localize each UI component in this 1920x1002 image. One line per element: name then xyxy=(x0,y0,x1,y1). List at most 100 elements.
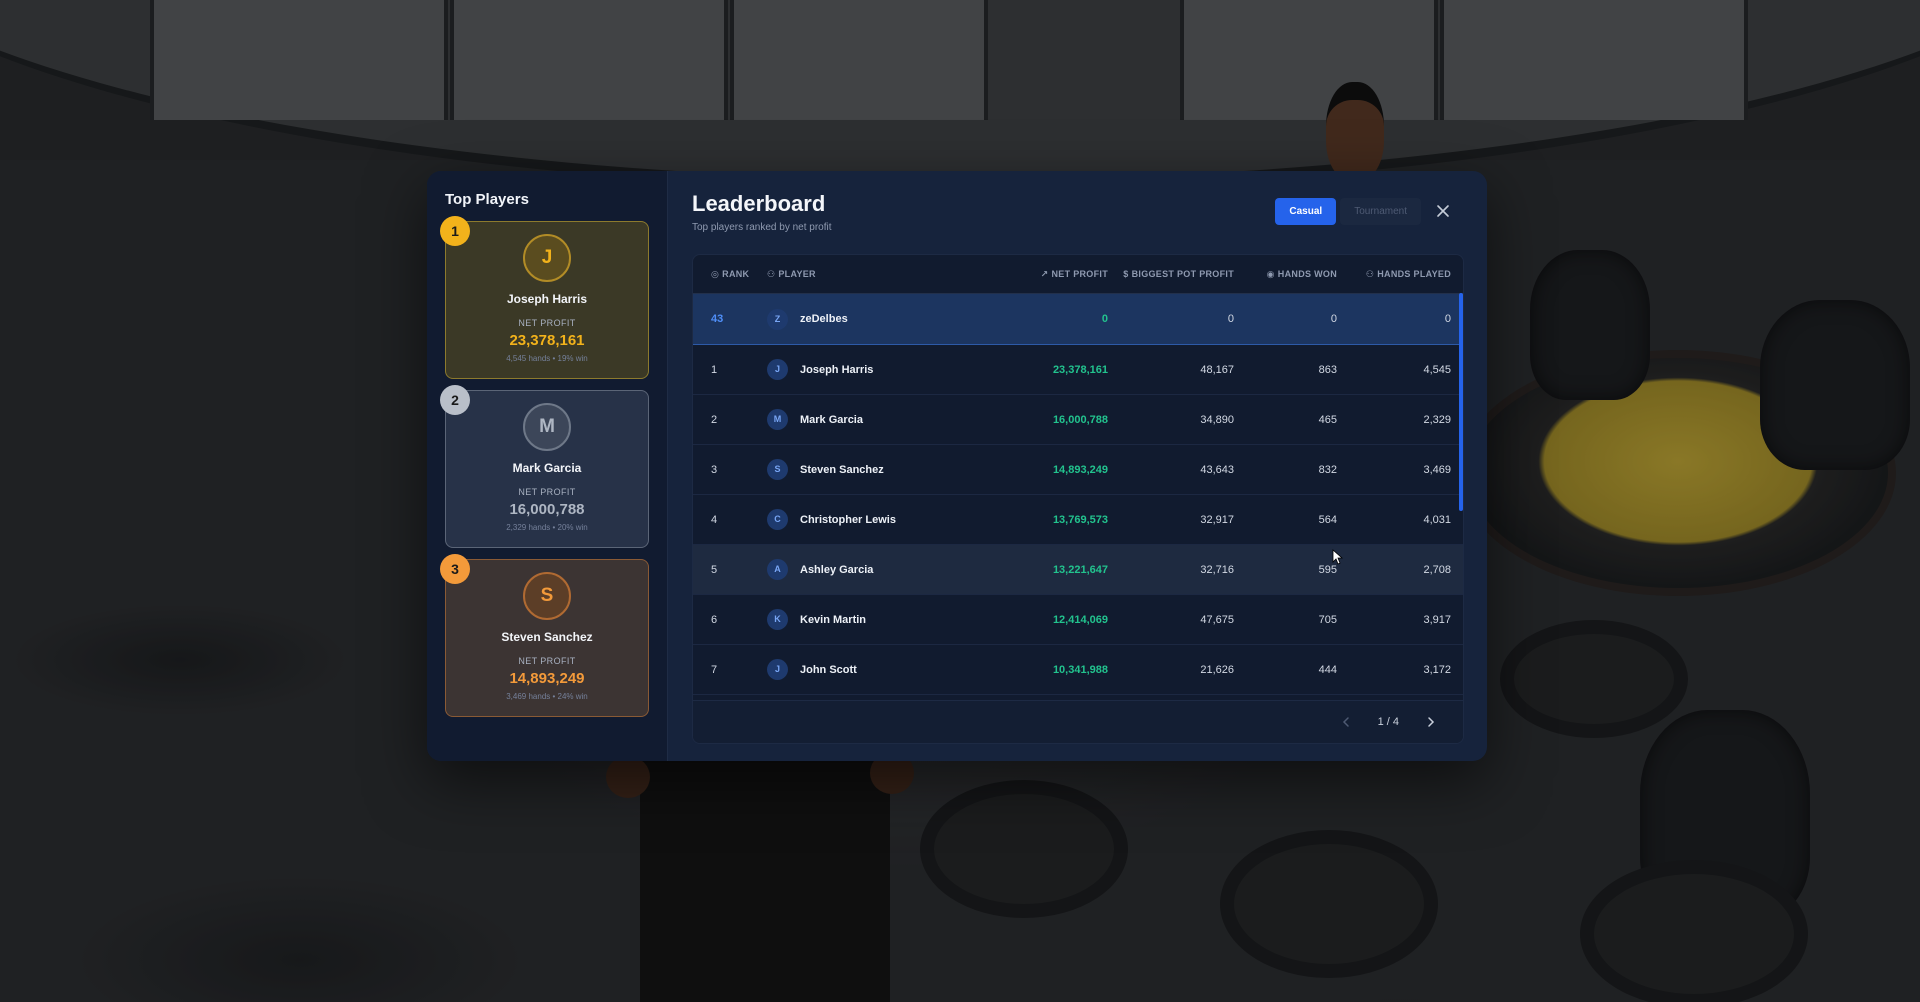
column-header-player[interactable]: ⚇ PLAYER xyxy=(767,268,816,279)
pagination: 1 / 4 xyxy=(693,700,1463,743)
wall-panel xyxy=(730,0,988,120)
rank-badge: 3 xyxy=(440,554,470,584)
stat-label: NET PROFIT xyxy=(518,487,576,497)
current-user-row[interactable]: 43 Z zeDelbes 0 0 0 0 xyxy=(693,294,1463,345)
table-row[interactable]: 5 A Ashley Garcia 13,221,647 32,716 595 2… xyxy=(693,545,1463,595)
sidebar-title: Top Players xyxy=(445,191,529,208)
table-scrollbar[interactable] xyxy=(1459,293,1463,511)
biggest-pot-cell: 47,675 xyxy=(1200,613,1234,626)
avatar: S xyxy=(523,572,571,620)
close-icon[interactable] xyxy=(1433,201,1453,221)
column-header-net-profit[interactable]: ↗ NET PROFIT xyxy=(1040,268,1108,279)
dollar-icon: $ xyxy=(1123,269,1129,279)
users-icon: ⚇ xyxy=(1365,268,1375,279)
chair xyxy=(1530,250,1650,400)
table-row[interactable]: 7 J John Scott 10,341,988 21,626 444 3,17… xyxy=(693,645,1463,695)
wall-panel xyxy=(1440,0,1748,120)
column-header-rank[interactable]: ◎ RANK xyxy=(711,268,750,279)
rank-cell: 6 xyxy=(711,613,718,626)
player-name: John Scott xyxy=(800,663,857,676)
net-profit-cell: 0 xyxy=(1101,313,1108,325)
chevron-right-icon[interactable] xyxy=(1425,716,1437,728)
rank-cell: 43 xyxy=(711,313,724,325)
column-header-biggest-pot[interactable]: $ BIGGEST POT PROFIT xyxy=(1123,269,1234,279)
rank-cell: 4 xyxy=(711,513,718,526)
player-cell: S Steven Sanchez xyxy=(767,459,987,480)
avatar: S xyxy=(767,459,788,480)
table-row[interactable]: 6 K Kevin Martin 12,414,069 47,675 705 3,… xyxy=(693,595,1463,645)
column-header-hands-won[interactable]: ◉ HANDS WON xyxy=(1266,268,1337,279)
hands-won-cell: 705 xyxy=(1318,613,1337,626)
leaderboard-main: Leaderboard Top players ranked by net pr… xyxy=(668,171,1487,761)
top-player-card-1[interactable]: 1 J Joseph Harris NET PROFIT 23,378,161 … xyxy=(440,216,649,379)
player-character-hand xyxy=(606,756,650,798)
net-profit-value: 23,378,161 xyxy=(509,332,585,349)
net-profit-cell: 23,378,161 xyxy=(1052,363,1108,376)
page-indicator: 1 / 4 xyxy=(1377,716,1399,728)
table-row[interactable]: 2 M Mark Garcia 16,000,788 34,890 465 2,3… xyxy=(693,395,1463,445)
player-name: Joseph Harris xyxy=(506,292,588,306)
avatar: C xyxy=(767,509,788,530)
player-name: zeDelbes xyxy=(800,313,848,325)
net-profit-cell: 16,000,788 xyxy=(1052,413,1108,426)
avatar: M xyxy=(767,409,788,430)
net-profit-value: 14,893,249 xyxy=(509,670,585,687)
hands-played-cell: 3,917 xyxy=(1423,613,1451,626)
page-subtitle: Top players ranked by net profit xyxy=(692,222,832,233)
biggest-pot-cell: 48,167 xyxy=(1200,363,1234,376)
player-name: Mark Garcia xyxy=(512,461,582,475)
hands-played-cell: 4,545 xyxy=(1423,363,1451,376)
page-title: Leaderboard xyxy=(692,191,826,216)
leaderboard-table: ◎ RANK ⚇ PLAYER ↗ NET PROFIT $ BIGGEST POT P… xyxy=(692,254,1464,744)
hands-won-cell: 863 xyxy=(1318,363,1337,376)
stat-label: NET PROFIT xyxy=(518,318,576,328)
player-stats-summary: 3,469 hands • 24% win xyxy=(506,692,588,701)
top-player-card-2[interactable]: 2 M Mark Garcia NET PROFIT 16,000,788 2,… xyxy=(440,385,649,548)
player-name: Kevin Martin xyxy=(800,613,867,626)
table-row[interactable]: 3 S Steven Sanchez 14,893,249 43,643 832 … xyxy=(693,445,1463,495)
chevron-left-icon[interactable] xyxy=(1340,716,1352,728)
rank-badge: 1 xyxy=(440,216,470,246)
avatar: J xyxy=(767,659,788,680)
hands-won-cell: 832 xyxy=(1318,463,1337,476)
wall-panel xyxy=(1180,0,1438,120)
hands-played-cell: 3,172 xyxy=(1423,663,1451,676)
player-cell: A Ashley Garcia xyxy=(767,559,987,580)
player-cell: J John Scott xyxy=(767,659,987,680)
avatar: M xyxy=(523,403,571,451)
hands-played-cell: 3,469 xyxy=(1423,463,1451,476)
player-cell: C Christopher Lewis xyxy=(767,509,987,530)
rank-cell: 3 xyxy=(711,463,718,476)
rank-cell: 5 xyxy=(711,563,718,576)
player-character-head xyxy=(1326,82,1384,180)
stool xyxy=(1500,620,1688,738)
player-name: Joseph Harris xyxy=(800,363,874,376)
hands-won-cell: 444 xyxy=(1318,663,1337,676)
player-name: Ashley Garcia xyxy=(800,563,874,576)
biggest-pot-cell: 43,643 xyxy=(1200,463,1234,476)
top-players-sidebar: Top Players 1 J Joseph Harris NET PROFIT… xyxy=(427,171,668,761)
net-profit-cell: 10,341,988 xyxy=(1052,663,1108,676)
rank-cell: 7 xyxy=(711,663,718,676)
top-player-card-3[interactable]: 3 S Steven Sanchez NET PROFIT 14,893,249… xyxy=(440,554,649,717)
hands-played-cell: 2,708 xyxy=(1423,563,1451,576)
avatar: J xyxy=(767,359,788,380)
wall-panel xyxy=(450,0,728,120)
hands-won-cell: 0 xyxy=(1330,313,1337,325)
target-icon: ◎ xyxy=(711,268,720,279)
table-row[interactable]: 1 J Joseph Harris 23,378,161 48,167 863 4… xyxy=(693,345,1463,395)
player-name: Mark Garcia xyxy=(800,413,863,426)
table-row[interactable]: 4 C Christopher Lewis 13,769,573 32,917 5… xyxy=(693,495,1463,545)
hands-won-cell: 564 xyxy=(1318,513,1337,526)
player-cell: M Mark Garcia xyxy=(767,409,987,430)
tab-casual[interactable]: Casual xyxy=(1275,198,1337,225)
player-cell: J Joseph Harris xyxy=(767,359,987,380)
player-name: Christopher Lewis xyxy=(800,513,896,526)
column-header-hands-played[interactable]: ⚇ HANDS PLAYED xyxy=(1365,268,1451,279)
hands-played-cell: 2,329 xyxy=(1423,413,1451,426)
player-cell: K Kevin Martin xyxy=(767,609,987,630)
tab-tournament[interactable]: Tournament xyxy=(1340,198,1421,225)
trophy-icon: ◉ xyxy=(1266,268,1275,279)
player-cell: Z zeDelbes xyxy=(767,308,987,330)
net-profit-cell: 12,414,069 xyxy=(1052,613,1108,626)
